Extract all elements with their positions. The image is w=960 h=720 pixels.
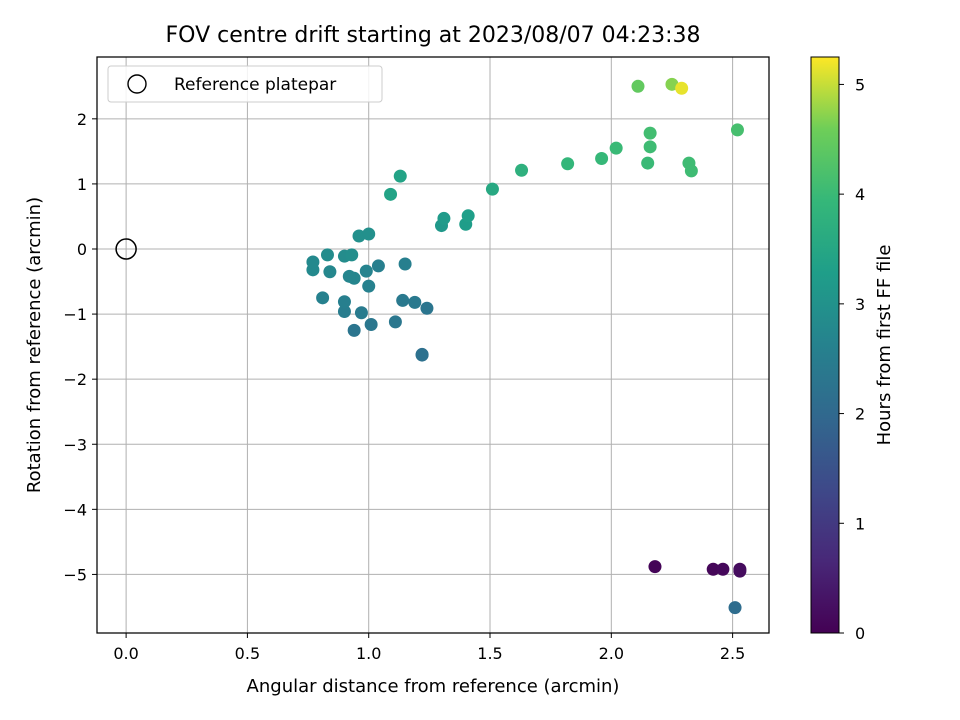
colorbar-tick-label: 4: [855, 185, 865, 204]
data-point: [733, 564, 747, 578]
colorbar-ticks: 0 1 2 3 4 5: [839, 75, 865, 643]
reference-platepar-marker: [115, 238, 137, 260]
data-point: [337, 295, 351, 309]
data-point: [684, 164, 698, 178]
data-point: [306, 255, 320, 269]
data-point: [641, 156, 655, 170]
colorbar-tick-label: 1: [855, 514, 865, 533]
data-point: [485, 182, 499, 196]
data-point: [437, 211, 451, 225]
data-point: [364, 317, 378, 331]
data-point: [362, 279, 376, 293]
data-point: [643, 140, 657, 154]
data-point: [643, 126, 657, 140]
data-point: [716, 562, 730, 576]
x-axis-ticks: 0.0 0.5 1.0 1.5 2.0 2.5: [113, 633, 745, 663]
y-axis-label: Rotation from reference (arcmin): [24, 197, 45, 493]
data-point: [398, 257, 412, 271]
colorbar: 0 1 2 3 4 5 Hours from first FF file: [810, 56, 895, 643]
y-tick-label: −2: [63, 370, 87, 389]
data-point: [388, 315, 402, 329]
data-point: [730, 123, 744, 137]
data-point: [648, 560, 662, 574]
data-point: [371, 259, 385, 273]
data-point: [393, 169, 407, 183]
data-point: [345, 248, 359, 262]
plot-frame: [96, 56, 770, 634]
data-point: [316, 291, 330, 305]
data-point: [323, 265, 337, 279]
data-point: [354, 306, 368, 320]
data-point: [320, 248, 334, 262]
data-point: [342, 269, 356, 283]
legend: Reference platepar: [107, 65, 383, 103]
data-point: [515, 163, 529, 177]
data-point: [352, 229, 366, 243]
data-point: [595, 152, 609, 166]
x-tick-label: 1.0: [356, 644, 381, 663]
x-tick-label: 0.0: [113, 644, 138, 663]
legend-marker-open-circle: [127, 74, 147, 94]
data-point: [675, 81, 689, 95]
y-axis-ticks: 2 1 0 −1 −2 −3 −4 −5: [63, 110, 97, 584]
reference-marker: [115, 238, 137, 260]
data-point: [362, 227, 376, 241]
y-tick-label: −4: [63, 500, 87, 519]
data-point: [461, 209, 475, 223]
y-tick-label: 2: [77, 110, 87, 129]
chart-title: FOV centre drift starting at 2023/08/07 …: [166, 23, 701, 48]
data-point: [415, 348, 429, 362]
data-point: [347, 323, 361, 337]
colorbar-tick-label: 2: [855, 405, 865, 424]
y-tick-label: −5: [63, 565, 87, 584]
data-point: [420, 301, 434, 315]
data-point: [359, 264, 373, 278]
x-tick-label: 0.5: [235, 644, 260, 663]
x-axis-label: Angular distance from reference (arcmin): [247, 676, 620, 697]
y-tick-label: 0: [77, 240, 87, 259]
data-point: [609, 141, 623, 155]
colorbar-tick-label: 5: [855, 75, 865, 94]
legend-box: [107, 65, 383, 103]
data-point: [706, 562, 720, 576]
data-point: [728, 601, 742, 615]
colorbar-gradient: [810, 56, 840, 634]
data-point: [396, 293, 410, 307]
data-points: [306, 77, 747, 615]
x-tick-label: 1.5: [477, 644, 502, 663]
data-point: [408, 295, 422, 309]
data-point: [337, 304, 351, 318]
y-tick-label: 1: [77, 175, 87, 194]
y-tick-label: −1: [63, 305, 87, 324]
data-point: [631, 79, 645, 93]
x-tick-label: 2.5: [720, 644, 745, 663]
y-tick-label: −3: [63, 435, 87, 454]
legend-entry-label: Reference platepar: [174, 75, 336, 95]
colorbar-tick-label: 3: [855, 295, 865, 314]
colorbar-tick-label: 0: [855, 624, 865, 643]
data-point: [561, 157, 575, 171]
grid: [97, 57, 769, 633]
colorbar-label: Hours from first FF file: [874, 245, 895, 446]
x-tick-label: 2.0: [599, 644, 624, 663]
data-point: [384, 187, 398, 201]
